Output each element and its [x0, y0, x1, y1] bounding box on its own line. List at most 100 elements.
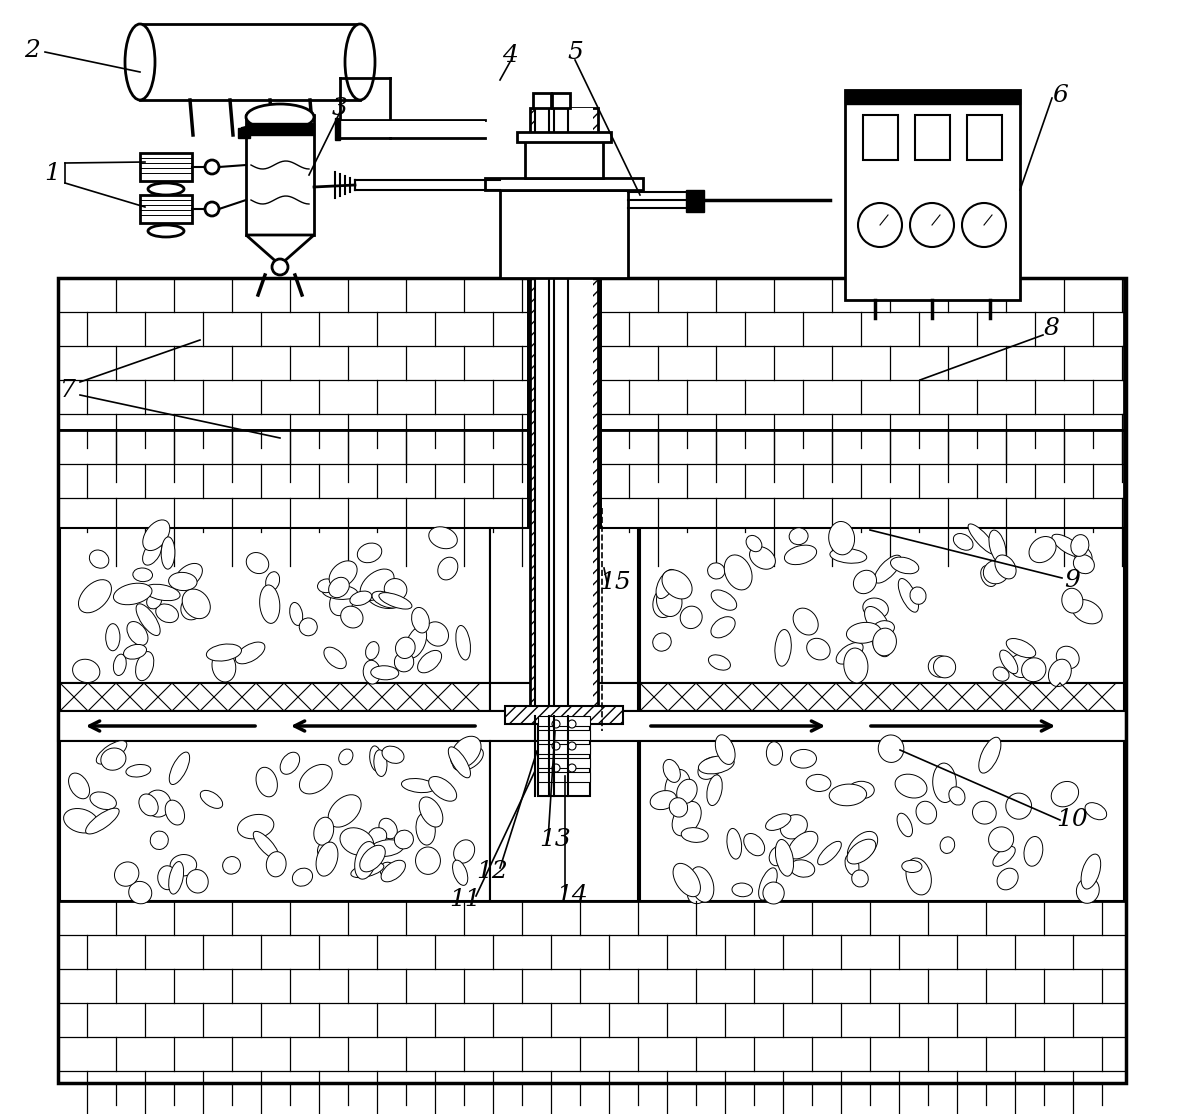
- Ellipse shape: [968, 524, 996, 555]
- Bar: [538, 744, 590, 754]
- Bar: [528, 430, 600, 528]
- Text: 12: 12: [476, 860, 508, 883]
- Ellipse shape: [933, 656, 956, 677]
- Ellipse shape: [790, 750, 816, 768]
- Ellipse shape: [657, 586, 683, 616]
- Bar: [490, 528, 638, 683]
- Ellipse shape: [664, 760, 680, 782]
- Bar: [58, 430, 528, 528]
- Ellipse shape: [750, 547, 775, 569]
- Ellipse shape: [1048, 659, 1072, 686]
- Circle shape: [552, 720, 560, 729]
- Bar: [552, 92, 570, 108]
- Text: 7: 7: [60, 379, 76, 401]
- Ellipse shape: [1081, 854, 1100, 889]
- Ellipse shape: [428, 776, 457, 801]
- Ellipse shape: [143, 540, 162, 565]
- Ellipse shape: [651, 791, 677, 810]
- Bar: [686, 190, 704, 212]
- Ellipse shape: [129, 881, 151, 903]
- Ellipse shape: [384, 578, 407, 600]
- Ellipse shape: [374, 750, 387, 776]
- Bar: [505, 706, 623, 724]
- Ellipse shape: [896, 774, 927, 798]
- Ellipse shape: [415, 847, 440, 874]
- Ellipse shape: [222, 857, 240, 874]
- Bar: [58, 278, 528, 430]
- Bar: [555, 108, 567, 278]
- Ellipse shape: [238, 814, 273, 839]
- Ellipse shape: [853, 570, 877, 594]
- Bar: [967, 115, 1002, 160]
- Ellipse shape: [351, 862, 383, 878]
- Ellipse shape: [64, 809, 98, 833]
- Ellipse shape: [848, 781, 874, 799]
- Ellipse shape: [169, 573, 198, 590]
- Ellipse shape: [394, 830, 413, 849]
- Ellipse shape: [299, 764, 332, 794]
- Ellipse shape: [852, 870, 868, 887]
- Ellipse shape: [280, 752, 299, 774]
- Ellipse shape: [763, 882, 784, 903]
- Ellipse shape: [681, 828, 709, 842]
- Bar: [517, 131, 610, 141]
- Ellipse shape: [829, 784, 867, 805]
- Ellipse shape: [744, 833, 764, 856]
- Ellipse shape: [368, 828, 387, 846]
- Bar: [600, 430, 1124, 528]
- Ellipse shape: [711, 617, 735, 638]
- Ellipse shape: [670, 798, 687, 817]
- Bar: [58, 278, 1126, 1083]
- Ellipse shape: [1077, 878, 1099, 903]
- Bar: [140, 153, 192, 180]
- Ellipse shape: [453, 860, 467, 886]
- Ellipse shape: [266, 852, 286, 877]
- Ellipse shape: [246, 553, 269, 574]
- Ellipse shape: [788, 831, 817, 859]
- Ellipse shape: [182, 589, 211, 618]
- Ellipse shape: [313, 818, 334, 846]
- Ellipse shape: [328, 794, 361, 827]
- Bar: [60, 741, 490, 901]
- Ellipse shape: [453, 746, 484, 771]
- Circle shape: [858, 203, 901, 247]
- Bar: [538, 716, 590, 726]
- Ellipse shape: [101, 747, 125, 770]
- Ellipse shape: [906, 858, 931, 895]
- Ellipse shape: [299, 618, 317, 636]
- Bar: [238, 128, 250, 138]
- Bar: [58, 901, 1126, 1083]
- Ellipse shape: [847, 839, 875, 864]
- Bar: [536, 108, 549, 278]
- Ellipse shape: [1052, 781, 1079, 807]
- Ellipse shape: [85, 808, 119, 834]
- Ellipse shape: [379, 819, 397, 839]
- Ellipse shape: [329, 577, 349, 597]
- Bar: [140, 25, 360, 100]
- Text: 15: 15: [599, 570, 631, 594]
- Ellipse shape: [847, 831, 878, 862]
- Ellipse shape: [115, 862, 138, 887]
- Ellipse shape: [322, 585, 357, 599]
- Circle shape: [552, 742, 560, 750]
- Bar: [246, 123, 313, 135]
- Ellipse shape: [157, 866, 177, 890]
- Ellipse shape: [995, 555, 1016, 579]
- Ellipse shape: [817, 841, 841, 864]
- Ellipse shape: [726, 829, 742, 859]
- Ellipse shape: [381, 860, 406, 882]
- Ellipse shape: [758, 868, 777, 900]
- Ellipse shape: [292, 868, 312, 887]
- Bar: [538, 772, 590, 782]
- Text: 1: 1: [44, 162, 60, 185]
- Ellipse shape: [394, 652, 414, 672]
- Bar: [538, 758, 590, 768]
- Ellipse shape: [993, 847, 1015, 867]
- Ellipse shape: [78, 579, 111, 613]
- Ellipse shape: [369, 746, 382, 771]
- Ellipse shape: [874, 555, 901, 583]
- Ellipse shape: [828, 521, 854, 555]
- Ellipse shape: [665, 770, 691, 805]
- Ellipse shape: [340, 828, 374, 856]
- Ellipse shape: [316, 842, 338, 876]
